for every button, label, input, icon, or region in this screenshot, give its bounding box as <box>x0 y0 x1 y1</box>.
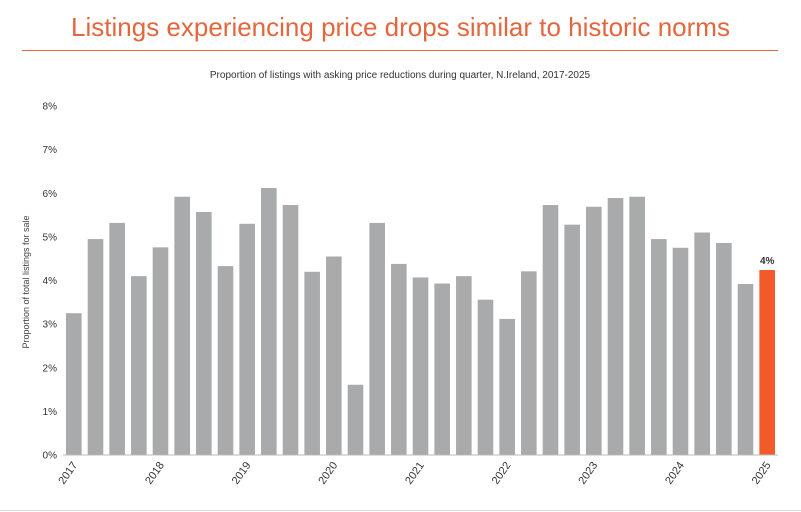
bar <box>651 239 667 455</box>
y-tick-label: 5% <box>43 232 58 243</box>
bar <box>499 318 515 455</box>
x-tick-label: 2020 <box>316 460 340 487</box>
x-tick-label: 2022 <box>490 460 514 487</box>
bar <box>607 198 624 456</box>
bar <box>434 283 450 455</box>
bar <box>131 276 147 455</box>
bar <box>521 271 537 455</box>
bar <box>109 222 125 455</box>
y-tick-label: 3% <box>43 320 58 331</box>
bar <box>282 205 299 455</box>
bar <box>261 188 277 455</box>
y-axis-label: Proportion of total listings for sale <box>21 215 31 348</box>
bar <box>369 222 385 455</box>
y-tick-label: 8% <box>43 102 58 113</box>
bar <box>347 384 364 455</box>
x-tick-label: 2017 <box>56 460 80 487</box>
bar <box>694 232 710 455</box>
x-tick-label: 2024 <box>663 460 687 487</box>
bar <box>304 271 320 455</box>
x-tick-label: 2019 <box>230 460 254 487</box>
x-tick-label: 2021 <box>403 460 427 487</box>
bar <box>542 205 559 455</box>
x-tick-label: 2023 <box>576 460 600 487</box>
bar <box>391 263 407 455</box>
headline-divider <box>22 50 778 51</box>
page-headline: Listings experiencing price drops simila… <box>71 12 730 42</box>
bar <box>87 239 104 455</box>
bar <box>737 283 754 455</box>
y-axis-ticks: 0% 1% 2% 3% 4% 5% 6% 7% 8% <box>43 102 58 462</box>
y-tick-label: 2% <box>43 363 58 374</box>
data-labels: 4% <box>760 256 775 267</box>
bar <box>759 270 775 455</box>
bar <box>66 313 82 455</box>
bar <box>174 196 190 456</box>
x-tick-label: 2025 <box>750 460 774 487</box>
x-axis-ticks: 2017 2018 2019 2020 2021 2022 2023 2024 2025 <box>56 460 773 487</box>
bar <box>629 196 645 456</box>
data-label: 4% <box>760 256 775 267</box>
bar <box>412 277 429 455</box>
footer-divider <box>0 510 801 511</box>
bar <box>456 276 472 455</box>
y-tick-label: 1% <box>43 407 58 418</box>
x-tick-label: 2018 <box>143 460 167 487</box>
y-tick-label: 0% <box>43 451 58 462</box>
bar <box>152 247 169 455</box>
y-tick-label: 6% <box>43 189 58 200</box>
bar <box>672 247 689 455</box>
bar <box>239 223 255 455</box>
bar <box>716 242 732 455</box>
bar <box>564 224 580 455</box>
bars-group <box>66 188 775 456</box>
bar <box>326 256 342 455</box>
bar <box>586 206 602 455</box>
y-tick-label: 4% <box>43 276 58 287</box>
y-tick-label: 7% <box>43 145 58 156</box>
bar <box>477 299 494 455</box>
bar <box>217 266 234 455</box>
bar <box>196 212 212 455</box>
chart-subtitle: Proportion of listings with asking price… <box>210 70 591 81</box>
